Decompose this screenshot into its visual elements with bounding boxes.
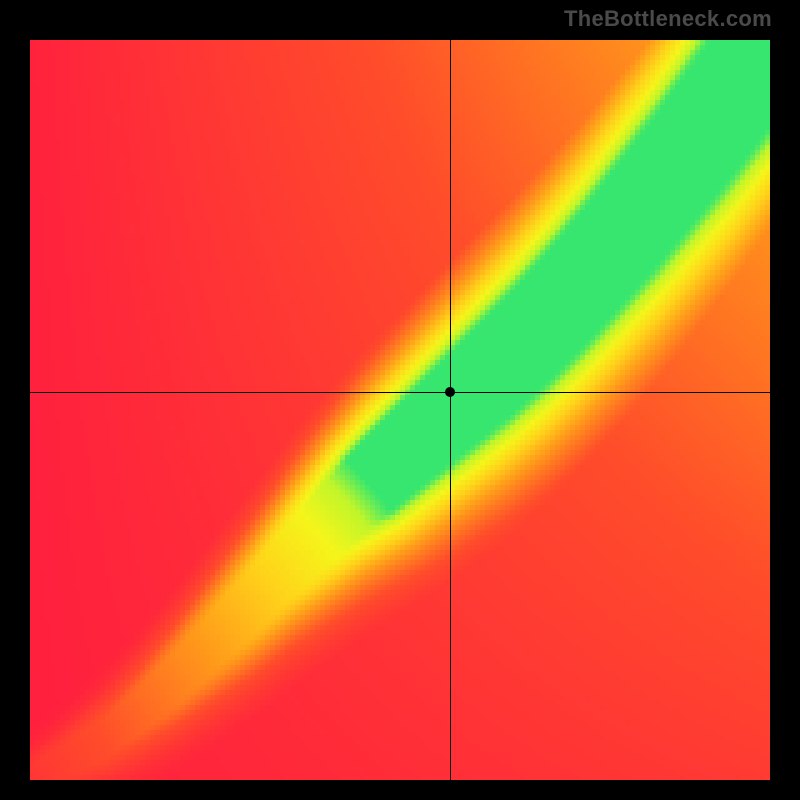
- crosshair-vertical: [450, 40, 451, 780]
- crosshair-marker-dot: [445, 387, 455, 397]
- watermark-text: TheBottleneck.com: [564, 6, 772, 32]
- crosshair-horizontal: [30, 392, 770, 393]
- heatmap-canvas: [30, 40, 770, 780]
- heatmap-plot: [30, 40, 770, 780]
